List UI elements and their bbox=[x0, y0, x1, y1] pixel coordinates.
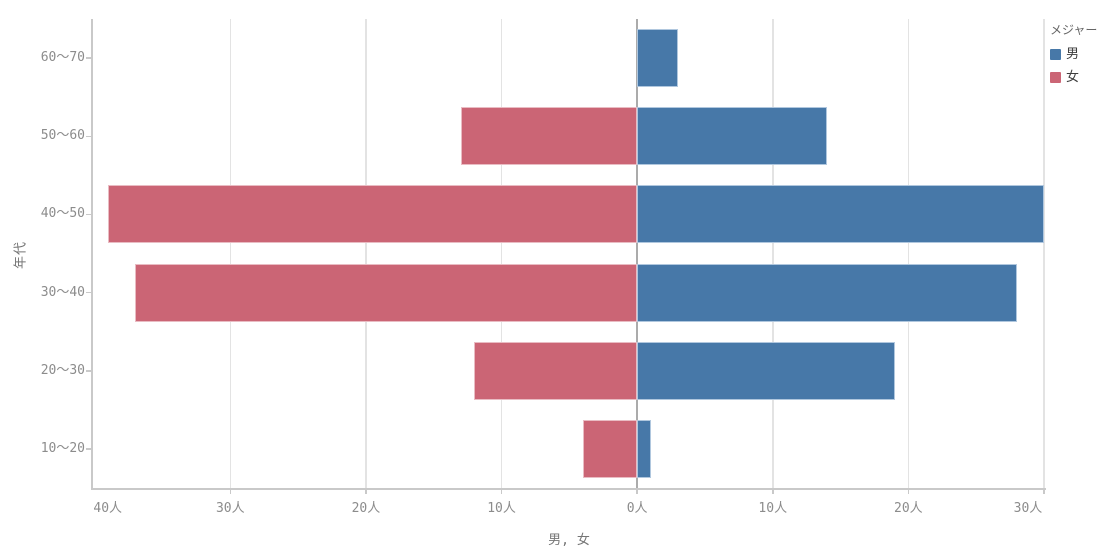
gridline bbox=[365, 19, 367, 488]
bar-male-row-0[interactable] bbox=[637, 29, 678, 88]
y-tick-label: 50〜60 bbox=[40, 128, 85, 144]
legend-item-male[interactable]: 男 bbox=[1050, 48, 1097, 61]
x-tick-mark bbox=[1043, 489, 1045, 494]
x-tick-label: 0人 bbox=[626, 501, 648, 516]
y-tick-mark bbox=[86, 57, 91, 59]
gridline bbox=[229, 19, 232, 488]
bar-male-row-1[interactable] bbox=[637, 107, 827, 166]
y-tick-label: 30〜40 bbox=[40, 284, 85, 300]
x-tick-label: 10人 bbox=[758, 501, 788, 516]
y-tick-mark bbox=[86, 135, 91, 137]
bar-male-row-4[interactable] bbox=[637, 341, 895, 400]
gridline bbox=[772, 19, 774, 488]
y-tick-mark bbox=[86, 213, 91, 216]
legend: メジャー 男女 bbox=[1050, 21, 1097, 84]
bar-female-row-1[interactable] bbox=[460, 107, 638, 166]
x-tick-label: 40人 bbox=[93, 501, 123, 516]
zero-gridline bbox=[636, 19, 639, 488]
y-tick-label: 10〜20 bbox=[40, 440, 85, 456]
gridline bbox=[1043, 19, 1045, 488]
x-tick-label: 20人 bbox=[894, 501, 923, 516]
bar-female-row-4[interactable] bbox=[474, 341, 638, 400]
y-axis-title: 年代 bbox=[13, 240, 29, 270]
legend-swatch-male bbox=[1050, 49, 1061, 60]
y-tick-label: 60〜70 bbox=[40, 50, 85, 66]
x-axis-line bbox=[91, 488, 1046, 490]
x-tick-mark bbox=[907, 489, 910, 494]
legend-items: 男女 bbox=[1050, 48, 1097, 84]
bar-male-row-5[interactable] bbox=[637, 419, 651, 478]
x-tick-label: 20人 bbox=[351, 501, 381, 516]
legend-item-label: 男 bbox=[1066, 47, 1080, 62]
y-axis-line bbox=[91, 19, 93, 489]
y-tick-mark bbox=[86, 370, 91, 372]
x-axis-title: 男, 女 bbox=[548, 533, 590, 548]
y-tick-label: 40〜50 bbox=[40, 206, 85, 222]
legend-item-female[interactable]: 女 bbox=[1050, 71, 1097, 84]
bar-male-row-2[interactable] bbox=[637, 185, 1044, 244]
bar-female-row-3[interactable] bbox=[135, 263, 638, 322]
legend-swatch-female bbox=[1050, 72, 1061, 83]
bar-female-row-5[interactable] bbox=[582, 419, 638, 478]
legend-title: メジャー bbox=[1050, 23, 1098, 37]
bar-male-row-3[interactable] bbox=[637, 263, 1017, 322]
bar-female-row-2[interactable] bbox=[108, 185, 638, 244]
x-tick-mark bbox=[636, 489, 638, 494]
x-tick-label: 10人 bbox=[487, 501, 516, 516]
y-tick-mark bbox=[86, 448, 91, 450]
plot-area bbox=[92, 19, 1046, 488]
x-tick-mark bbox=[365, 489, 367, 494]
x-tick-label: 30人 bbox=[215, 501, 245, 516]
y-tick-label: 20〜30 bbox=[40, 362, 85, 378]
legend-item-label: 女 bbox=[1066, 70, 1080, 85]
y-tick-mark bbox=[86, 291, 91, 294]
gridline bbox=[500, 19, 503, 488]
x-tick-mark bbox=[772, 489, 774, 494]
gridline bbox=[907, 19, 910, 488]
x-tick-mark bbox=[500, 489, 503, 494]
x-tick-label: 30人 bbox=[1013, 501, 1043, 516]
x-tick-mark bbox=[229, 489, 232, 494]
